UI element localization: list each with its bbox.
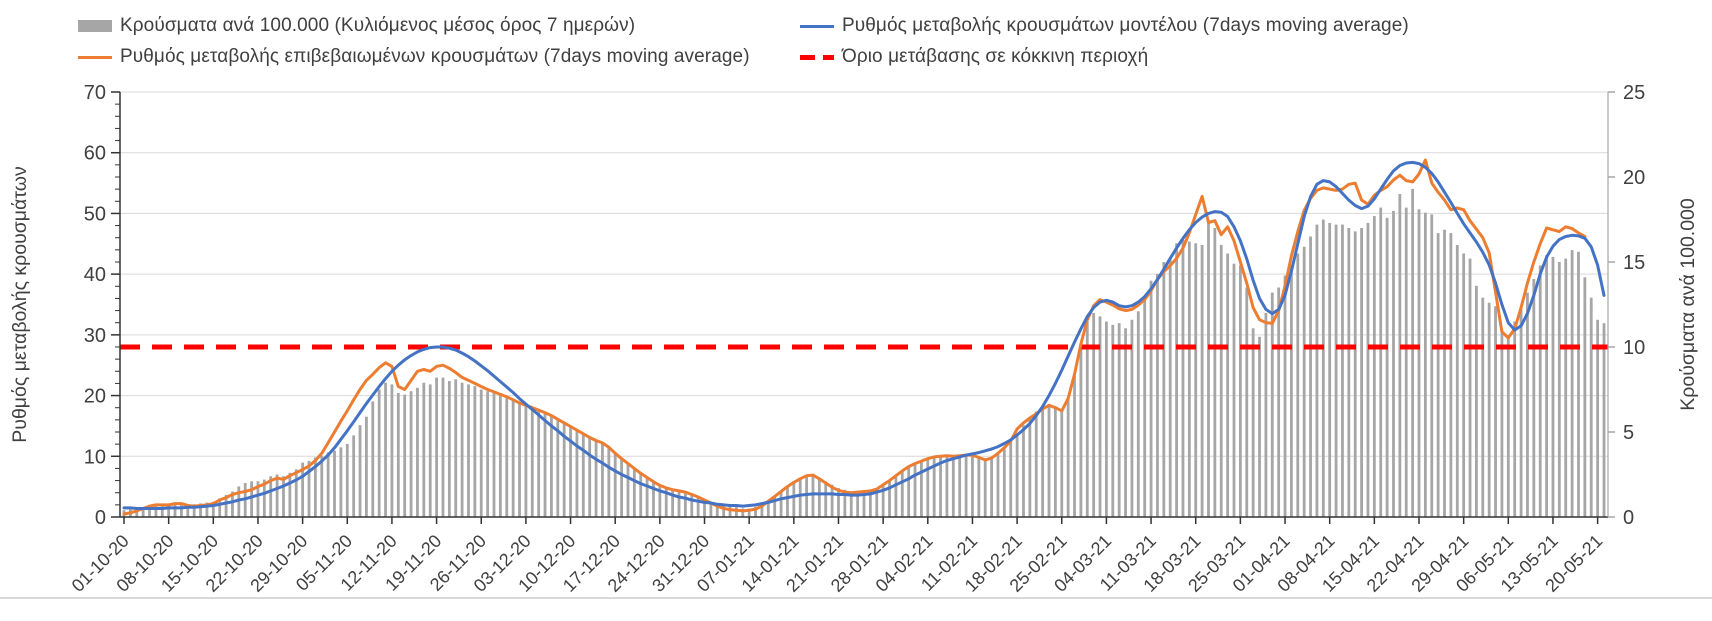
dash-swatch-red [800,54,834,60]
svg-text:30: 30 [84,325,106,347]
y-axis-left: 0 10 20 30 40 50 60 70 [84,82,120,529]
svg-text:10: 10 [1623,337,1645,359]
line-swatch-orange [78,55,112,59]
legend-label-model: Ρυθμός μεταβολής κρουσμάτων μοντέλου (7d… [842,15,1409,36]
right-axis-title: Κρούσματα ανά 100.000 [1677,198,1699,411]
axis-titles: Ρυθμός μεταβολής κρουσμάτων Κρούσματα ανά… [9,166,1699,442]
x-axis-ticks [123,517,1599,524]
y-axis-right: 0 5 10 15 20 25 [1608,82,1645,529]
svg-text:5: 5 [1623,422,1634,444]
model-line [122,160,1606,510]
svg-text:20: 20 [84,386,106,408]
x-tick-labels: 01-10-2008-10-2015-10-2022-10-2029-10-20… [68,531,1607,596]
svg-text:15: 15 [1623,252,1645,274]
svg-text:20: 20 [1623,167,1645,189]
svg-text:50: 50 [84,203,106,225]
svg-text:25: 25 [1623,82,1645,104]
legend-label-confirmed: Ρυθμός μεταβολής επιβεβαιωμένων κρουσμάτ… [120,46,750,67]
svg-text:0: 0 [95,507,106,529]
legend-label-cases: Κρούσματα ανά 100.000 (Κυλιόμενος μέσος … [120,15,636,36]
bar-swatch-gray [78,20,112,32]
axes [119,92,1609,518]
svg-text:10: 10 [84,446,106,468]
svg-text:60: 60 [84,143,106,165]
line-swatch-blue [800,24,834,28]
left-axis-title: Ρυθμός μεταβολής κρουσμάτων [9,166,31,442]
svg-text:70: 70 [84,82,106,104]
legend-item-model-line: Ρυθμός μεταβολής κρουσμάτων μοντέλου (7d… [800,13,1409,39]
cases-bars [122,188,1606,518]
y-gridlines [120,91,1608,457]
svg-text:0: 0 [1623,507,1634,529]
svg-text:40: 40 [84,264,106,286]
legend-item-cases-bars: Κρούσματα ανά 100.000 (Κυλιόμενος μέσος … [78,13,635,39]
legend-item-threshold: Όριο μετάβασης σε κόκκινη περιοχή [800,44,1148,70]
legend-item-confirmed-line: Ρυθμός μεταβολής επιβεβαιωμένων κρουσμάτ… [78,44,750,70]
legend-label-threshold: Όριο μετάβασης σε κόκκινη περιοχή [842,46,1149,67]
confirmed-line [122,158,1587,516]
